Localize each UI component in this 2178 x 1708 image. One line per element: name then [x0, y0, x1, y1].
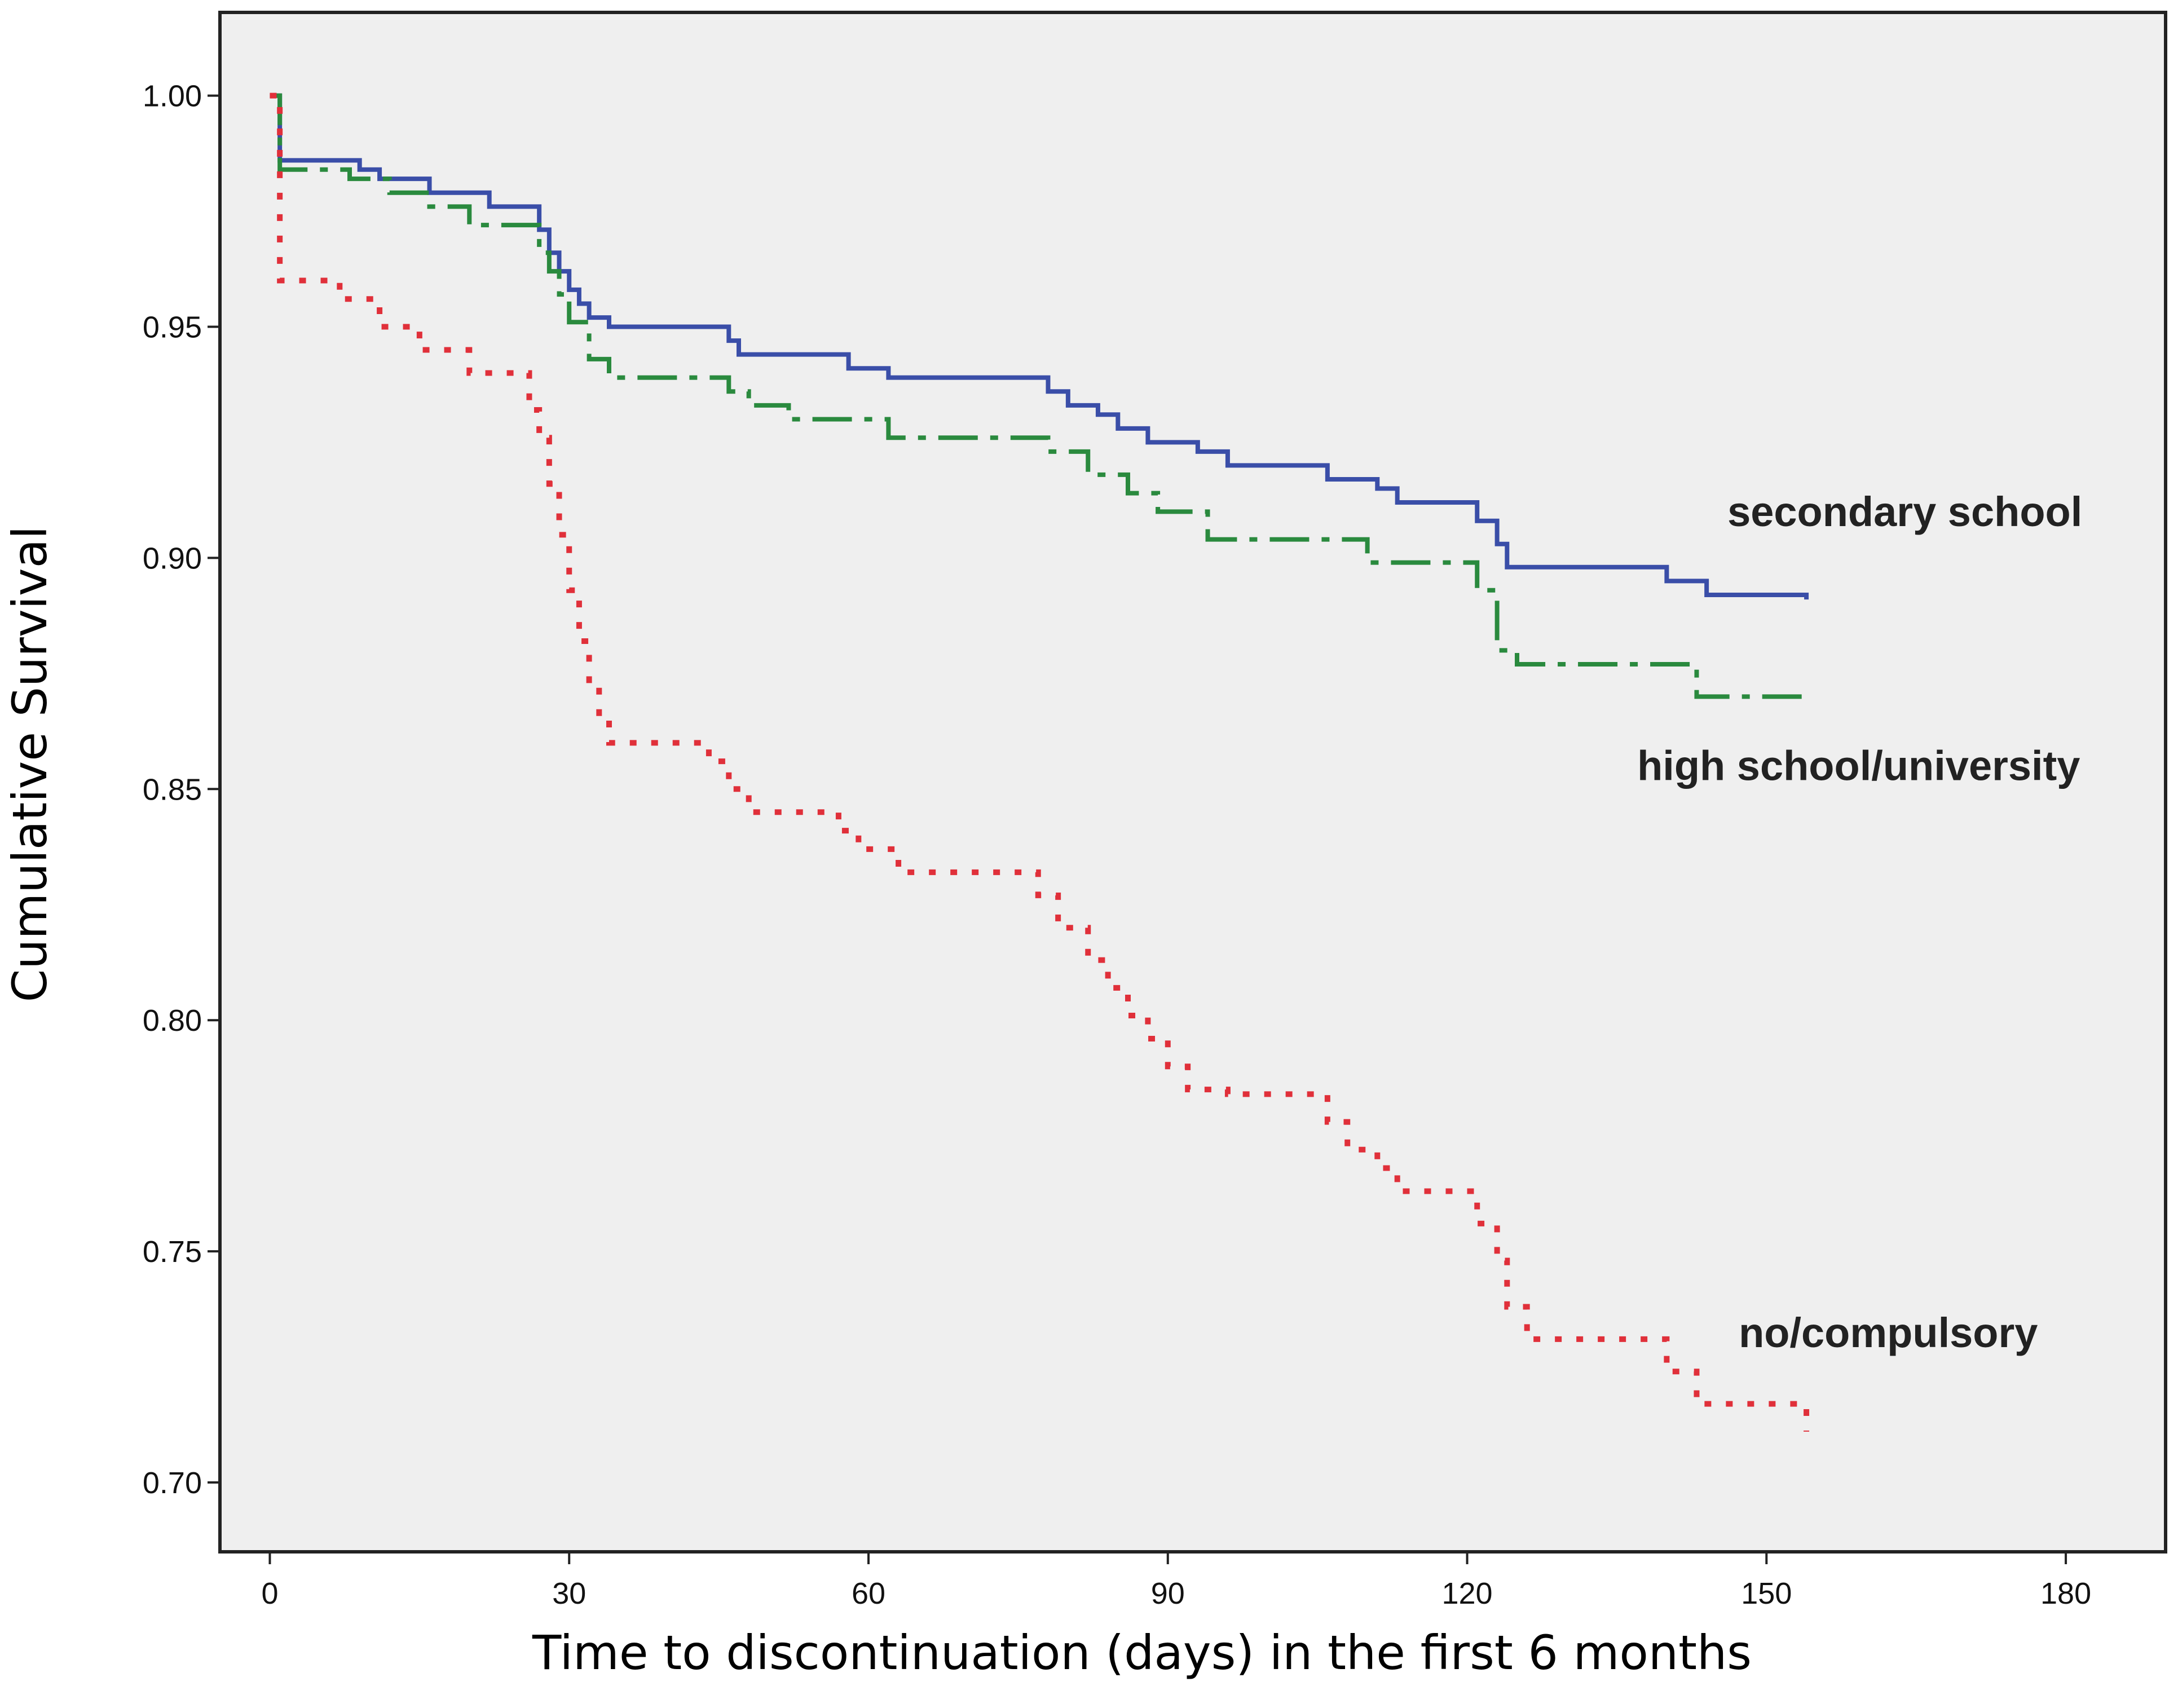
x-tick-label: 120	[1441, 1577, 1492, 1610]
series-label: high school/university	[1637, 743, 2080, 789]
y-axis-title: Cumulative Survival	[2, 526, 58, 1003]
y-tick-label: 0.95	[143, 310, 202, 344]
y-tick-label: 0.80	[143, 1004, 202, 1038]
series-layer	[270, 92, 1810, 1432]
series-label-layer: secondary school high school/university no…	[1637, 488, 2082, 1356]
y-tick-label: 0.85	[143, 773, 202, 806]
x-axis: 0 30 60 90 120 150 180	[261, 1552, 2091, 1610]
x-tick-label: 0	[261, 1577, 278, 1610]
series-label: secondary school	[1727, 488, 2082, 535]
series-label: no/compulsory	[1739, 1309, 2038, 1356]
x-tick-label: 90	[1151, 1577, 1185, 1610]
y-tick-label: 0.90	[143, 541, 202, 575]
y-tick-label: 0.70	[143, 1466, 202, 1500]
y-axis: 0.70 0.75 0.80 0.85 0.90 0.95 1.00	[143, 80, 220, 1500]
plot-area	[218, 11, 2167, 1553]
x-axis-title: Time to discontinuation (days) in the fi…	[532, 1625, 1752, 1680]
x-tick-label: 150	[1741, 1577, 1792, 1610]
x-tick-label: 60	[852, 1577, 885, 1610]
y-tick-label: 1.00	[143, 80, 202, 113]
x-tick-label: 30	[552, 1577, 586, 1610]
y-tick-label: 0.75	[143, 1235, 202, 1269]
x-tick-label: 180	[2040, 1577, 2091, 1610]
series-line-high-school-university	[270, 93, 1809, 701]
series-line-secondary-school	[270, 93, 1809, 600]
series-line-no-compulsory	[270, 92, 1810, 1432]
